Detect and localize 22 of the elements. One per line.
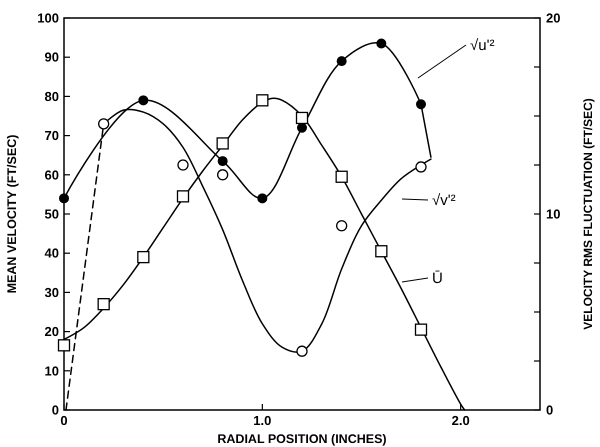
y2-tick-label: 20 (546, 10, 560, 26)
y-tick-label: 100 (37, 10, 59, 26)
y-tick-label: 10 (44, 363, 59, 378)
x-tick-label: 2.0 (452, 413, 470, 428)
y2-axis-title: VELOCITY RMS FLUCTUATION (FT/SEC) (581, 98, 595, 330)
x-axis-title: RADIAL POSITION (INCHES) (217, 432, 387, 446)
annotation: √u'² (470, 37, 494, 54)
y2-tick-label: 10 (546, 206, 560, 222)
y-axis-title: MEAN VELOCITY (FT/SEC) (5, 134, 19, 294)
y-tick-label: 0 (52, 402, 59, 418)
y-tick-label: 40 (44, 246, 59, 261)
y-tick-label: 50 (44, 206, 59, 222)
y-tick-label: 70 (44, 128, 59, 144)
y-tick-label: 30 (44, 284, 59, 300)
y-tick-label: 60 (44, 167, 59, 182)
y2-tick-label: 0 (546, 402, 554, 418)
y-tick-label: 90 (44, 50, 59, 65)
y-tick-label: 20 (44, 324, 59, 340)
x-tick-label: 1.0 (253, 413, 272, 428)
annotation: √v'² (432, 192, 456, 209)
y-tick-label: 80 (44, 88, 59, 104)
annotation: Ū (432, 270, 443, 287)
